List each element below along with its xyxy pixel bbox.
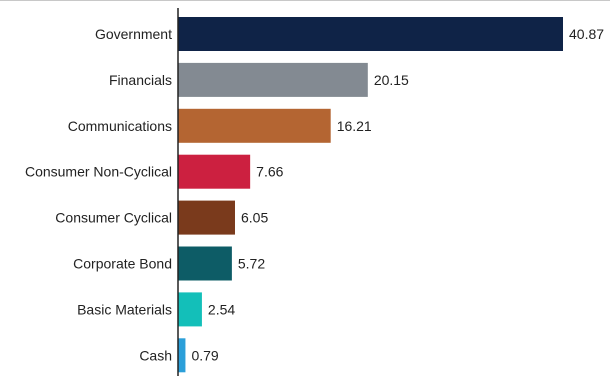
value-label: 6.05 bbox=[241, 210, 268, 226]
value-label: 16.21 bbox=[337, 118, 372, 134]
bar bbox=[178, 246, 232, 281]
category-label: Consumer Cyclical bbox=[55, 210, 172, 226]
category-label: Cash bbox=[139, 347, 172, 363]
category-label: Basic Materials bbox=[77, 301, 172, 317]
value-label: 5.72 bbox=[238, 256, 265, 272]
bar bbox=[178, 154, 251, 189]
category-label: Government bbox=[95, 26, 172, 42]
value-label: 7.66 bbox=[256, 164, 283, 180]
value-label: 40.87 bbox=[569, 26, 604, 42]
bar bbox=[178, 200, 235, 235]
bar bbox=[178, 17, 563, 51]
category-label: Financials bbox=[109, 72, 172, 88]
bar bbox=[178, 62, 368, 97]
bar bbox=[178, 292, 202, 327]
category-label: Corporate Bond bbox=[73, 256, 172, 272]
value-label: 20.15 bbox=[374, 72, 409, 88]
value-label: 0.79 bbox=[191, 347, 218, 363]
value-label: 2.54 bbox=[208, 301, 235, 317]
category-label: Consumer Non-Cyclical bbox=[25, 164, 172, 180]
category-label: Communications bbox=[68, 118, 172, 134]
bar bbox=[178, 338, 186, 373]
bar bbox=[178, 108, 331, 143]
